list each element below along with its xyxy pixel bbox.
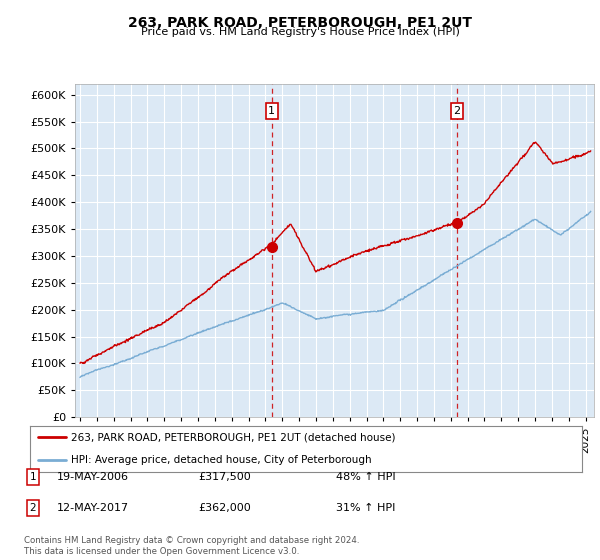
Text: £317,500: £317,500 [198, 472, 251, 482]
Text: Price paid vs. HM Land Registry's House Price Index (HPI): Price paid vs. HM Land Registry's House … [140, 27, 460, 37]
Text: 263, PARK ROAD, PETERBOROUGH, PE1 2UT (detached house): 263, PARK ROAD, PETERBOROUGH, PE1 2UT (d… [71, 432, 396, 442]
Text: 1: 1 [29, 472, 37, 482]
Text: 1: 1 [268, 106, 275, 116]
Text: 48% ↑ HPI: 48% ↑ HPI [336, 472, 395, 482]
Text: Contains HM Land Registry data © Crown copyright and database right 2024.
This d: Contains HM Land Registry data © Crown c… [24, 536, 359, 556]
Text: 19-MAY-2006: 19-MAY-2006 [57, 472, 129, 482]
Text: 2: 2 [454, 106, 461, 116]
Text: 12-MAY-2017: 12-MAY-2017 [57, 503, 129, 513]
Text: 31% ↑ HPI: 31% ↑ HPI [336, 503, 395, 513]
Text: 2: 2 [29, 503, 37, 513]
Text: HPI: Average price, detached house, City of Peterborough: HPI: Average price, detached house, City… [71, 455, 372, 465]
Text: £362,000: £362,000 [198, 503, 251, 513]
Text: 263, PARK ROAD, PETERBOROUGH, PE1 2UT: 263, PARK ROAD, PETERBOROUGH, PE1 2UT [128, 16, 472, 30]
